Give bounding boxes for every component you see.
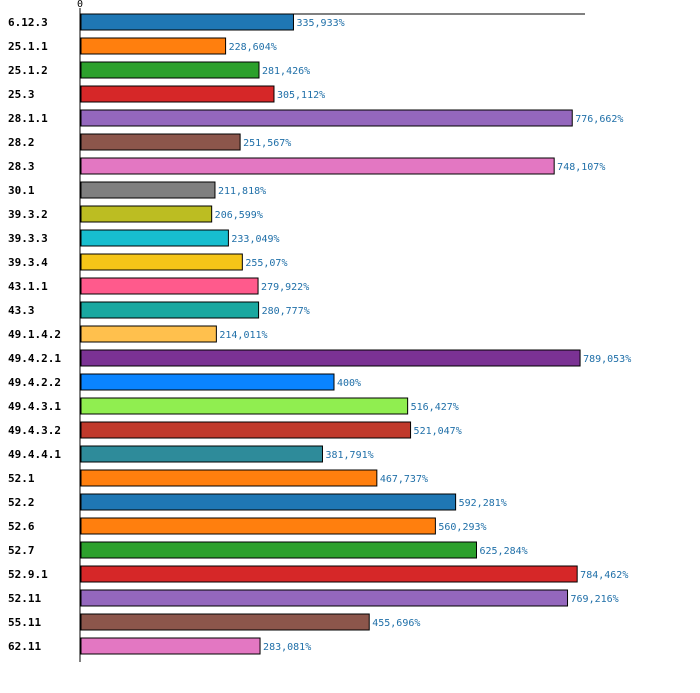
bar bbox=[80, 301, 260, 319]
y-tick-label: 62.11 bbox=[8, 640, 41, 653]
y-tick-label: 39.3.2 bbox=[8, 208, 48, 221]
value-label: 281,426% bbox=[262, 66, 310, 77]
value-label: 206,599% bbox=[215, 210, 263, 221]
y-tick-label: 25.1.2 bbox=[8, 64, 48, 77]
y-tick-label: 43.3 bbox=[8, 304, 35, 317]
value-label: 305,112% bbox=[277, 90, 325, 101]
y-tick-label: 52.11 bbox=[8, 592, 41, 605]
value-label: 400% bbox=[337, 378, 361, 389]
y-tick-label: 52.7 bbox=[8, 544, 35, 557]
y-tick-label: 52.1 bbox=[8, 472, 35, 485]
y-tick-label: 28.3 bbox=[8, 160, 35, 173]
value-label: 521,047% bbox=[414, 426, 462, 437]
bar bbox=[80, 157, 555, 175]
value-label: 784,462% bbox=[580, 570, 628, 581]
y-tick-label: 43.1.1 bbox=[8, 280, 48, 293]
bar bbox=[80, 277, 259, 295]
y-tick-label: 25.3 bbox=[8, 88, 35, 101]
y-tick-label: 39.3.4 bbox=[8, 256, 48, 269]
y-tick-label: 55.11 bbox=[8, 616, 41, 629]
value-label: 516,427% bbox=[411, 402, 459, 413]
value-label: 776,662% bbox=[575, 114, 623, 125]
y-tick-label: 52.6 bbox=[8, 520, 35, 533]
value-label: 748,107% bbox=[557, 162, 605, 173]
bar bbox=[80, 637, 261, 655]
value-label: 279,922% bbox=[261, 282, 309, 293]
y-tick-label: 39.3.3 bbox=[8, 232, 48, 245]
bar bbox=[80, 397, 409, 415]
bar bbox=[80, 85, 275, 103]
y-tick-label: 28.1.1 bbox=[8, 112, 48, 125]
value-label: 560,293% bbox=[438, 522, 486, 533]
value-label: 381,791% bbox=[325, 450, 373, 461]
value-label: 769,216% bbox=[571, 594, 619, 605]
y-tick-label: 49.1.4.2 bbox=[8, 328, 61, 341]
bar bbox=[80, 373, 335, 391]
value-label: 625,284% bbox=[479, 546, 527, 557]
value-label: 280,777% bbox=[262, 306, 310, 317]
value-label: 789,053% bbox=[583, 354, 631, 365]
y-tick-label: 25.1.1 bbox=[8, 40, 48, 53]
y-tick-label: 49.4.3.2 bbox=[8, 424, 61, 437]
bar bbox=[80, 61, 260, 79]
value-label: 228,604% bbox=[229, 42, 277, 53]
bar bbox=[80, 229, 229, 247]
bar bbox=[80, 325, 217, 343]
value-label: 455,696% bbox=[372, 618, 420, 629]
value-label: 211,818% bbox=[218, 186, 266, 197]
bar bbox=[80, 493, 457, 511]
y-tick-label: 52.2 bbox=[8, 496, 35, 509]
value-label: 214,011% bbox=[219, 330, 267, 341]
y-tick-label: 49.4.4.1 bbox=[8, 448, 61, 461]
bar bbox=[80, 205, 213, 223]
x-tick-label: 0 bbox=[77, 0, 83, 10]
bar bbox=[80, 349, 581, 367]
value-label: 233,049% bbox=[231, 234, 279, 245]
y-tick-label: 49.4.2.1 bbox=[8, 352, 61, 365]
y-tick-label: 6.12.3 bbox=[8, 16, 48, 29]
bar bbox=[80, 37, 227, 55]
value-label: 255,07% bbox=[245, 258, 287, 269]
bar bbox=[80, 13, 294, 31]
bar bbox=[80, 253, 243, 271]
value-label: 335,933% bbox=[296, 18, 344, 29]
bar bbox=[80, 181, 216, 199]
bar bbox=[80, 613, 370, 631]
bar bbox=[80, 445, 323, 463]
value-label: 283,081% bbox=[263, 642, 311, 653]
value-label: 467,737% bbox=[380, 474, 428, 485]
bar bbox=[80, 421, 412, 439]
y-tick-label: 52.9.1 bbox=[8, 568, 48, 581]
y-tick-label: 30.1 bbox=[8, 184, 35, 197]
bar bbox=[80, 541, 477, 559]
value-label: 251,567% bbox=[243, 138, 291, 149]
y-tick-label: 49.4.2.2 bbox=[8, 376, 61, 389]
bar bbox=[80, 589, 569, 607]
bar bbox=[80, 109, 573, 127]
bar bbox=[80, 565, 578, 583]
bar bbox=[80, 517, 436, 535]
value-label: 592,281% bbox=[459, 498, 507, 509]
y-tick-label: 28.2 bbox=[8, 136, 35, 149]
bar bbox=[80, 133, 241, 151]
bar bbox=[80, 469, 378, 487]
y-tick-label: 49.4.3.1 bbox=[8, 400, 61, 413]
